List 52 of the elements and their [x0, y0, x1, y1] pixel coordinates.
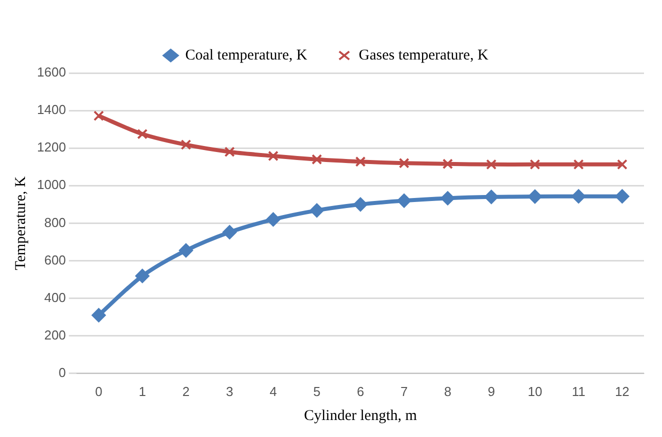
x-tick-label: 9	[488, 384, 495, 399]
y-tick-label: 1200	[37, 140, 66, 155]
point	[93, 110, 104, 122]
y-tick-label: 1400	[37, 102, 66, 118]
point	[224, 146, 235, 158]
x-axis-title: Cylinder length, m	[304, 408, 418, 424]
point	[572, 189, 586, 204]
y-tick-label: 800	[44, 214, 66, 230]
point	[310, 203, 324, 218]
y-tick-label: 200	[44, 327, 66, 342]
point	[530, 159, 540, 170]
x-tick-label: 3	[226, 384, 234, 399]
point	[573, 159, 584, 170]
point	[486, 159, 497, 170]
x-tick-label: 6	[356, 384, 364, 399]
x-tick-label: 1	[138, 384, 146, 399]
point	[137, 128, 148, 140]
point	[398, 158, 410, 168]
x-tick-label: 10	[528, 384, 542, 399]
x-tick-label: 2	[182, 384, 190, 399]
point	[484, 190, 498, 204]
y-tick-label: 600	[44, 252, 66, 268]
x-tick-label: 8	[444, 384, 452, 399]
x-tick-label: 7	[400, 384, 408, 399]
x-tick-label: 11	[572, 384, 586, 399]
x-tick-label: 5	[313, 384, 320, 399]
point	[440, 191, 455, 206]
legend-label: Gases temperature, K	[358, 47, 488, 64]
y-tick-label: 1600	[37, 64, 66, 80]
x-tick-label: 12	[614, 384, 630, 399]
y-tick-label: 1000	[37, 177, 66, 192]
x-tick-label: 4	[270, 384, 277, 399]
legend-label: Coal temperature, K	[185, 47, 308, 64]
point	[353, 197, 368, 212]
point	[312, 154, 322, 165]
point	[178, 243, 193, 258]
point	[266, 212, 280, 226]
point	[442, 158, 453, 170]
y-tick-label: 0	[58, 364, 66, 380]
point	[397, 194, 412, 208]
point	[615, 189, 630, 204]
x-tick-label: 0	[95, 384, 102, 399]
point	[355, 156, 366, 167]
point	[268, 150, 278, 162]
point	[135, 268, 150, 283]
point	[528, 190, 542, 204]
y-tick-label: 400	[44, 290, 66, 305]
point	[222, 225, 237, 240]
y-axis-title: Temperature, K	[12, 176, 29, 270]
point	[92, 308, 106, 322]
point	[180, 139, 192, 150]
point	[616, 159, 628, 170]
